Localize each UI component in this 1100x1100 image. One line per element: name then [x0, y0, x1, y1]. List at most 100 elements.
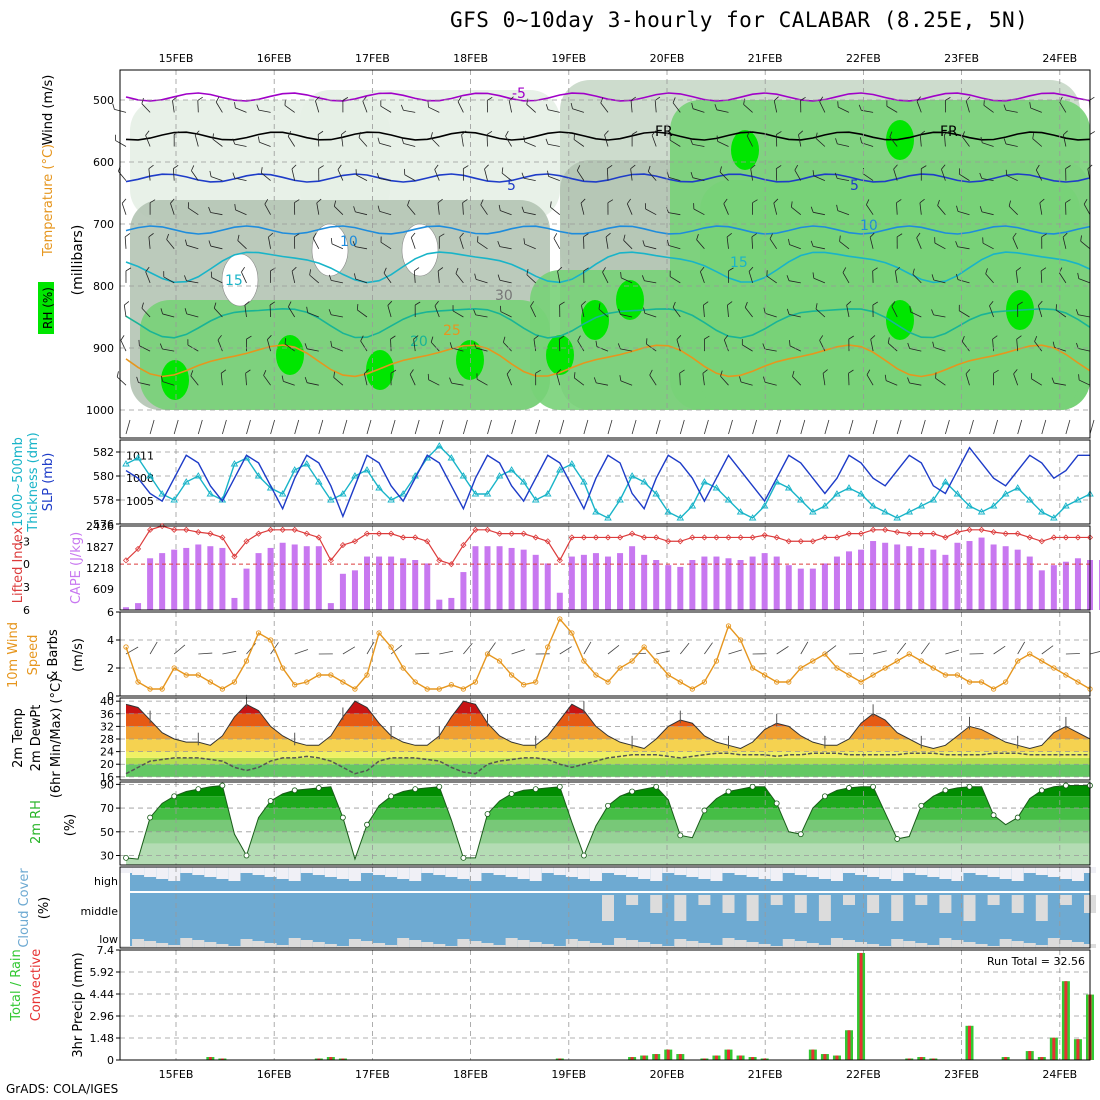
lifted-index-point	[809, 538, 816, 545]
wind-barb-shaft	[992, 339, 994, 352]
wind-barb	[1041, 233, 1047, 249]
cloud-low-clear	[505, 938, 518, 948]
wind10-speed-line-point	[978, 679, 985, 685]
wind-barb-shaft	[475, 278, 488, 284]
thickness-line-point	[881, 508, 889, 515]
cloud-low-clear	[698, 943, 711, 948]
wind-barb	[931, 274, 946, 284]
cloud-high-clear	[517, 867, 530, 879]
lifted-index-point	[195, 529, 202, 536]
wind-barb-shaft	[170, 203, 175, 215]
wind-barb-shaft	[765, 312, 777, 318]
wind-barb-surface	[920, 419, 926, 435]
wind-barb	[474, 273, 488, 284]
cape-bar	[520, 549, 527, 610]
wind-barb-flag	[848, 369, 854, 374]
wind-barb-flag	[545, 138, 549, 145]
cloud-low-clear	[794, 941, 807, 948]
cloud-low-clear	[120, 946, 132, 948]
cloud-high-clear	[541, 867, 554, 873]
date-label-top: 16FEB	[257, 52, 292, 65]
cape-bar	[448, 597, 455, 610]
wind-barb-shaft	[693, 208, 705, 216]
wind10-speed-line-point	[822, 651, 828, 657]
cloud-high-clear	[650, 867, 663, 881]
wind-barb	[145, 130, 151, 147]
wind-barb	[217, 335, 223, 352]
wind-barb-flag	[124, 233, 131, 238]
cape-bar	[629, 546, 636, 610]
wind-barb-shaft	[789, 345, 801, 352]
cape-bar	[882, 542, 889, 610]
wind-barb-flag	[342, 97, 349, 101]
thickness-line-point	[206, 490, 215, 497]
rh2m-point	[605, 802, 611, 809]
precip-convective-bar	[558, 1058, 562, 1060]
wind-barb-shaft	[145, 271, 151, 284]
cloud-middle-clear	[1035, 895, 1048, 921]
wind-barb-flag	[979, 172, 983, 179]
cape-bar	[315, 546, 322, 610]
wind-barb-shaft	[500, 311, 512, 318]
wind-barb-shaft	[679, 373, 681, 386]
wind-barb	[872, 301, 879, 318]
wind-barb	[1016, 335, 1022, 352]
cloud-high-clear	[409, 867, 422, 881]
wind-barb-flag	[358, 131, 362, 138]
cape-bar	[207, 546, 214, 610]
wind-barb-shaft	[355, 278, 368, 284]
wind-barb-flag	[341, 130, 347, 135]
precip-convective-bar	[208, 1057, 212, 1060]
y-tick-label: 90	[100, 778, 114, 791]
lifted-index-point	[713, 534, 720, 541]
cloud-low-clear	[409, 940, 422, 948]
wind-barb	[410, 232, 416, 249]
rh2m-point	[749, 783, 756, 790]
cloud-low-clear	[951, 940, 964, 948]
wind-barb	[602, 267, 609, 284]
wind-barb-surface	[631, 419, 637, 435]
wind-barb-flag	[798, 130, 804, 136]
wind-barb	[437, 267, 444, 283]
wind-barb	[762, 343, 777, 352]
wind-barb-shaft	[475, 314, 488, 318]
rh2m-point	[1014, 814, 1021, 821]
wind-barb-shaft	[1013, 373, 1019, 386]
wind-barb	[884, 374, 898, 386]
wind-barb	[848, 369, 854, 386]
wind-barb-flag	[956, 205, 959, 212]
lifted-index-point	[773, 534, 780, 541]
wind-barb	[1040, 267, 1047, 283]
wind-barb-flag	[602, 267, 606, 273]
cloud-low-clear	[626, 940, 639, 948]
wind-barb	[1003, 104, 1018, 113]
wind-barb	[819, 335, 826, 352]
wind-barb-shaft	[891, 306, 898, 318]
cloud-high-clear	[336, 867, 349, 879]
wind-barb-flag	[886, 100, 888, 107]
thickness-line-point	[616, 496, 624, 503]
cloud-low-clear	[734, 940, 747, 948]
wind-barb	[907, 377, 922, 386]
cape-bar	[653, 560, 660, 610]
wind-barb-shaft	[668, 176, 681, 181]
wind-barb-shaft	[937, 205, 946, 215]
wind-barb-flag	[752, 199, 758, 204]
cloud-low-clear	[710, 945, 723, 948]
wind-barb	[958, 304, 970, 318]
wind-barb-flag	[184, 308, 188, 315]
rh2m-point	[339, 814, 346, 821]
wind-barb-flag	[234, 204, 236, 210]
wind-barb	[835, 138, 850, 147]
wind-barb-surface	[318, 419, 324, 435]
wind10-speed-line-point	[521, 682, 527, 688]
cloud-high-clear	[674, 867, 687, 875]
wind-barb-surface	[487, 419, 492, 435]
rh2m-point	[291, 787, 298, 794]
date-label-bottom: 20FEB	[650, 1068, 685, 1081]
cloud-high-clear	[794, 867, 807, 875]
wind-barb-flag	[409, 369, 414, 375]
wind-barb	[1003, 138, 1018, 147]
cape-bar	[809, 568, 816, 610]
thickness-line-point	[676, 514, 685, 521]
